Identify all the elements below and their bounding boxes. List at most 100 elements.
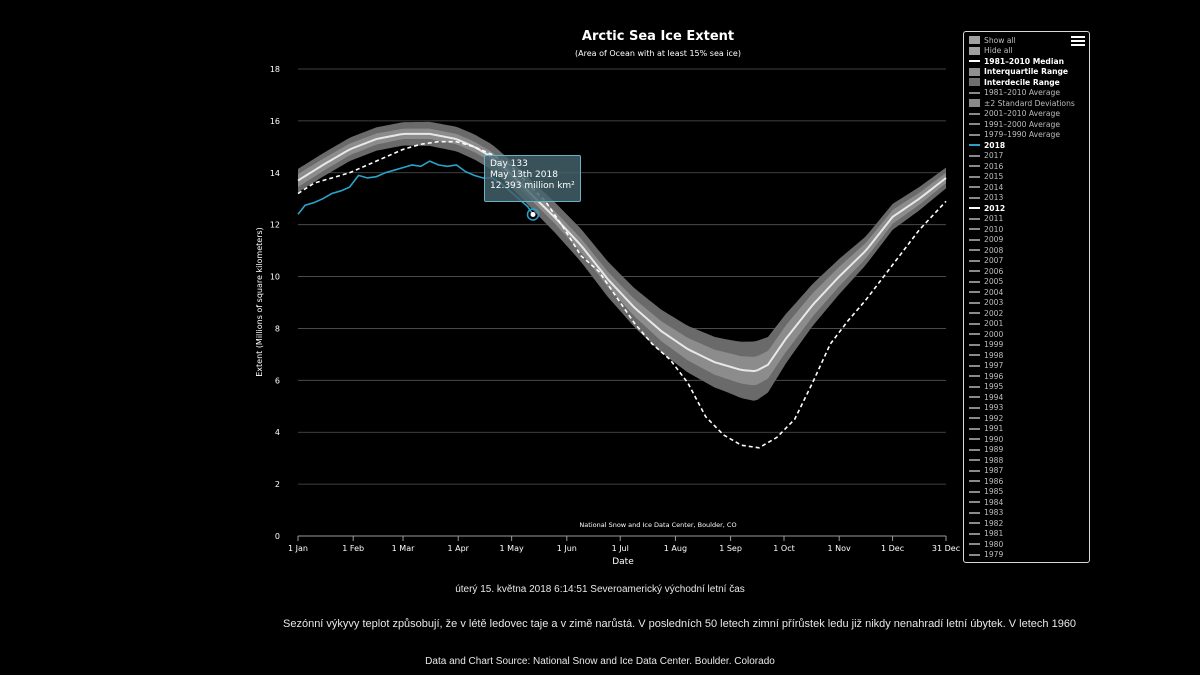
legend-swatch xyxy=(969,78,980,87)
y-tick-label: 8 xyxy=(275,324,280,333)
x-tick-label: 1 Apr xyxy=(447,544,469,553)
legend-item[interactable]: ±2 Standard Deviations xyxy=(969,98,1087,109)
y-tick-label: 0 xyxy=(275,532,280,541)
legend-item[interactable]: 2001–2010 Average xyxy=(969,109,1087,120)
legend-swatch xyxy=(969,91,980,94)
y-tick-label: 18 xyxy=(270,65,280,74)
legend-label: 1997 xyxy=(984,361,1004,371)
legend-item[interactable]: 1991 xyxy=(969,424,1087,435)
legend-item[interactable]: 2016 xyxy=(969,161,1087,172)
legend-swatch xyxy=(969,448,980,451)
legend-label: 1999 xyxy=(984,340,1004,350)
legend-item[interactable]: Show all xyxy=(969,35,1087,46)
legend-item[interactable]: 1995 xyxy=(969,382,1087,393)
legend-label: Interquartile Range xyxy=(984,67,1069,77)
legend-item[interactable]: 1981–2010 Average xyxy=(969,88,1087,99)
legend-swatch xyxy=(969,501,980,504)
x-tick-label: 1 Jun xyxy=(557,544,577,553)
legend-label: 1979–1990 Average xyxy=(984,130,1061,140)
legend-item[interactable]: 1986 xyxy=(969,476,1087,487)
legend-label: 2014 xyxy=(984,182,1004,192)
legend-item[interactable]: 1983 xyxy=(969,508,1087,519)
hamburger-menu-icon[interactable] xyxy=(1071,34,1085,48)
tooltip-day: Day 133 xyxy=(490,159,528,169)
legend-item[interactable]: 2015 xyxy=(969,172,1087,183)
y-tick-label: 14 xyxy=(270,169,280,178)
legend-item[interactable]: 1979 xyxy=(969,550,1087,561)
legend-label: 1987 xyxy=(984,466,1004,476)
legend-swatch xyxy=(969,406,980,409)
x-tick-label: 1 Mar xyxy=(392,544,415,553)
legend-item[interactable]: 1989 xyxy=(969,445,1087,456)
legend-swatch xyxy=(969,280,980,283)
legend-item[interactable]: 1988 xyxy=(969,455,1087,466)
legend-item[interactable]: 1984 xyxy=(969,497,1087,508)
legend-label: 2007 xyxy=(984,256,1004,266)
legend-item[interactable]: 2006 xyxy=(969,266,1087,277)
legend-item[interactable]: 2013 xyxy=(969,193,1087,204)
legend-item[interactable]: 1985 xyxy=(969,487,1087,498)
y-tick-label: 2 xyxy=(275,480,280,489)
legend-label: 1981 xyxy=(984,529,1004,539)
legend-item[interactable]: 1979–1990 Average xyxy=(969,130,1087,141)
legend-item[interactable]: 2000 xyxy=(969,329,1087,340)
legend-swatch xyxy=(969,60,980,63)
legend-item[interactable]: 2002 xyxy=(969,308,1087,319)
legend-list: Show all Hide all 1981–2010 Median Interqua… xyxy=(969,35,1087,560)
legend-item[interactable]: 2007 xyxy=(969,256,1087,267)
legend-item[interactable]: 1991–2000 Average xyxy=(969,119,1087,130)
legend-item[interactable]: 2012 xyxy=(969,203,1087,214)
legend-item[interactable]: 2018 xyxy=(969,140,1087,151)
legend-label: 1986 xyxy=(984,476,1004,486)
legend-label: 1979 xyxy=(984,550,1004,560)
legend-item[interactable]: 2001 xyxy=(969,319,1087,330)
legend-item[interactable]: 1981–2010 Median xyxy=(969,56,1087,67)
legend-label: 2005 xyxy=(984,277,1004,287)
legend-swatch xyxy=(969,333,980,336)
legend-item[interactable]: 1996 xyxy=(969,371,1087,382)
legend-label: 2009 xyxy=(984,235,1004,245)
legend-swatch xyxy=(969,144,980,147)
legend-item[interactable]: 2014 xyxy=(969,182,1087,193)
legend-item[interactable]: 1992 xyxy=(969,413,1087,424)
legend-item[interactable]: 1981 xyxy=(969,529,1087,540)
legend-swatch xyxy=(969,165,980,168)
legend-swatch xyxy=(969,228,980,231)
legend-item[interactable]: 1980 xyxy=(969,539,1087,550)
legend-item[interactable]: 2004 xyxy=(969,287,1087,298)
legend-swatch xyxy=(969,543,980,546)
y-tick-label: 4 xyxy=(275,428,280,437)
legend-label: 1996 xyxy=(984,371,1004,381)
legend-item[interactable]: 1994 xyxy=(969,392,1087,403)
legend-item[interactable]: Interquartile Range xyxy=(969,67,1087,78)
x-axis-label: Date xyxy=(612,557,634,567)
legend-item[interactable]: 2011 xyxy=(969,214,1087,225)
legend-item[interactable]: 1998 xyxy=(969,350,1087,361)
x-tick-label: 31 Dec xyxy=(932,544,960,553)
legend-item[interactable]: 2009 xyxy=(969,235,1087,246)
legend-item[interactable]: 1993 xyxy=(969,403,1087,414)
legend-swatch xyxy=(969,196,980,199)
legend-label: 1984 xyxy=(984,497,1004,507)
legend-item[interactable]: 2008 xyxy=(969,245,1087,256)
legend-swatch xyxy=(969,511,980,514)
legend-item[interactable]: 1999 xyxy=(969,340,1087,351)
legend-label: 2000 xyxy=(984,329,1004,339)
legend-item[interactable]: 1982 xyxy=(969,518,1087,529)
legend-item[interactable]: 2010 xyxy=(969,224,1087,235)
legend-item[interactable]: 2017 xyxy=(969,151,1087,162)
chart-legend: Show all Hide all 1981–2010 Median Interqua… xyxy=(963,31,1090,563)
legend-item[interactable]: 1990 xyxy=(969,434,1087,445)
timestamp-caption: úterý 15. května 2018 6:14:51 Severoamer… xyxy=(455,584,745,595)
legend-item[interactable]: 2003 xyxy=(969,298,1087,309)
legend-item[interactable]: Interdecile Range xyxy=(969,77,1087,88)
legend-label: ±2 Standard Deviations xyxy=(984,98,1075,108)
legend-item[interactable]: 1997 xyxy=(969,361,1087,372)
chart-title: Arctic Sea Ice Extent xyxy=(582,29,734,44)
legend-label: 1981–2010 Average xyxy=(984,88,1061,98)
legend-label: 2011 xyxy=(984,214,1004,224)
x-tick-label: 1 Dec xyxy=(881,544,904,553)
legend-item[interactable]: Hide all xyxy=(969,46,1087,57)
legend-item[interactable]: 1987 xyxy=(969,466,1087,477)
legend-item[interactable]: 2005 xyxy=(969,277,1087,288)
